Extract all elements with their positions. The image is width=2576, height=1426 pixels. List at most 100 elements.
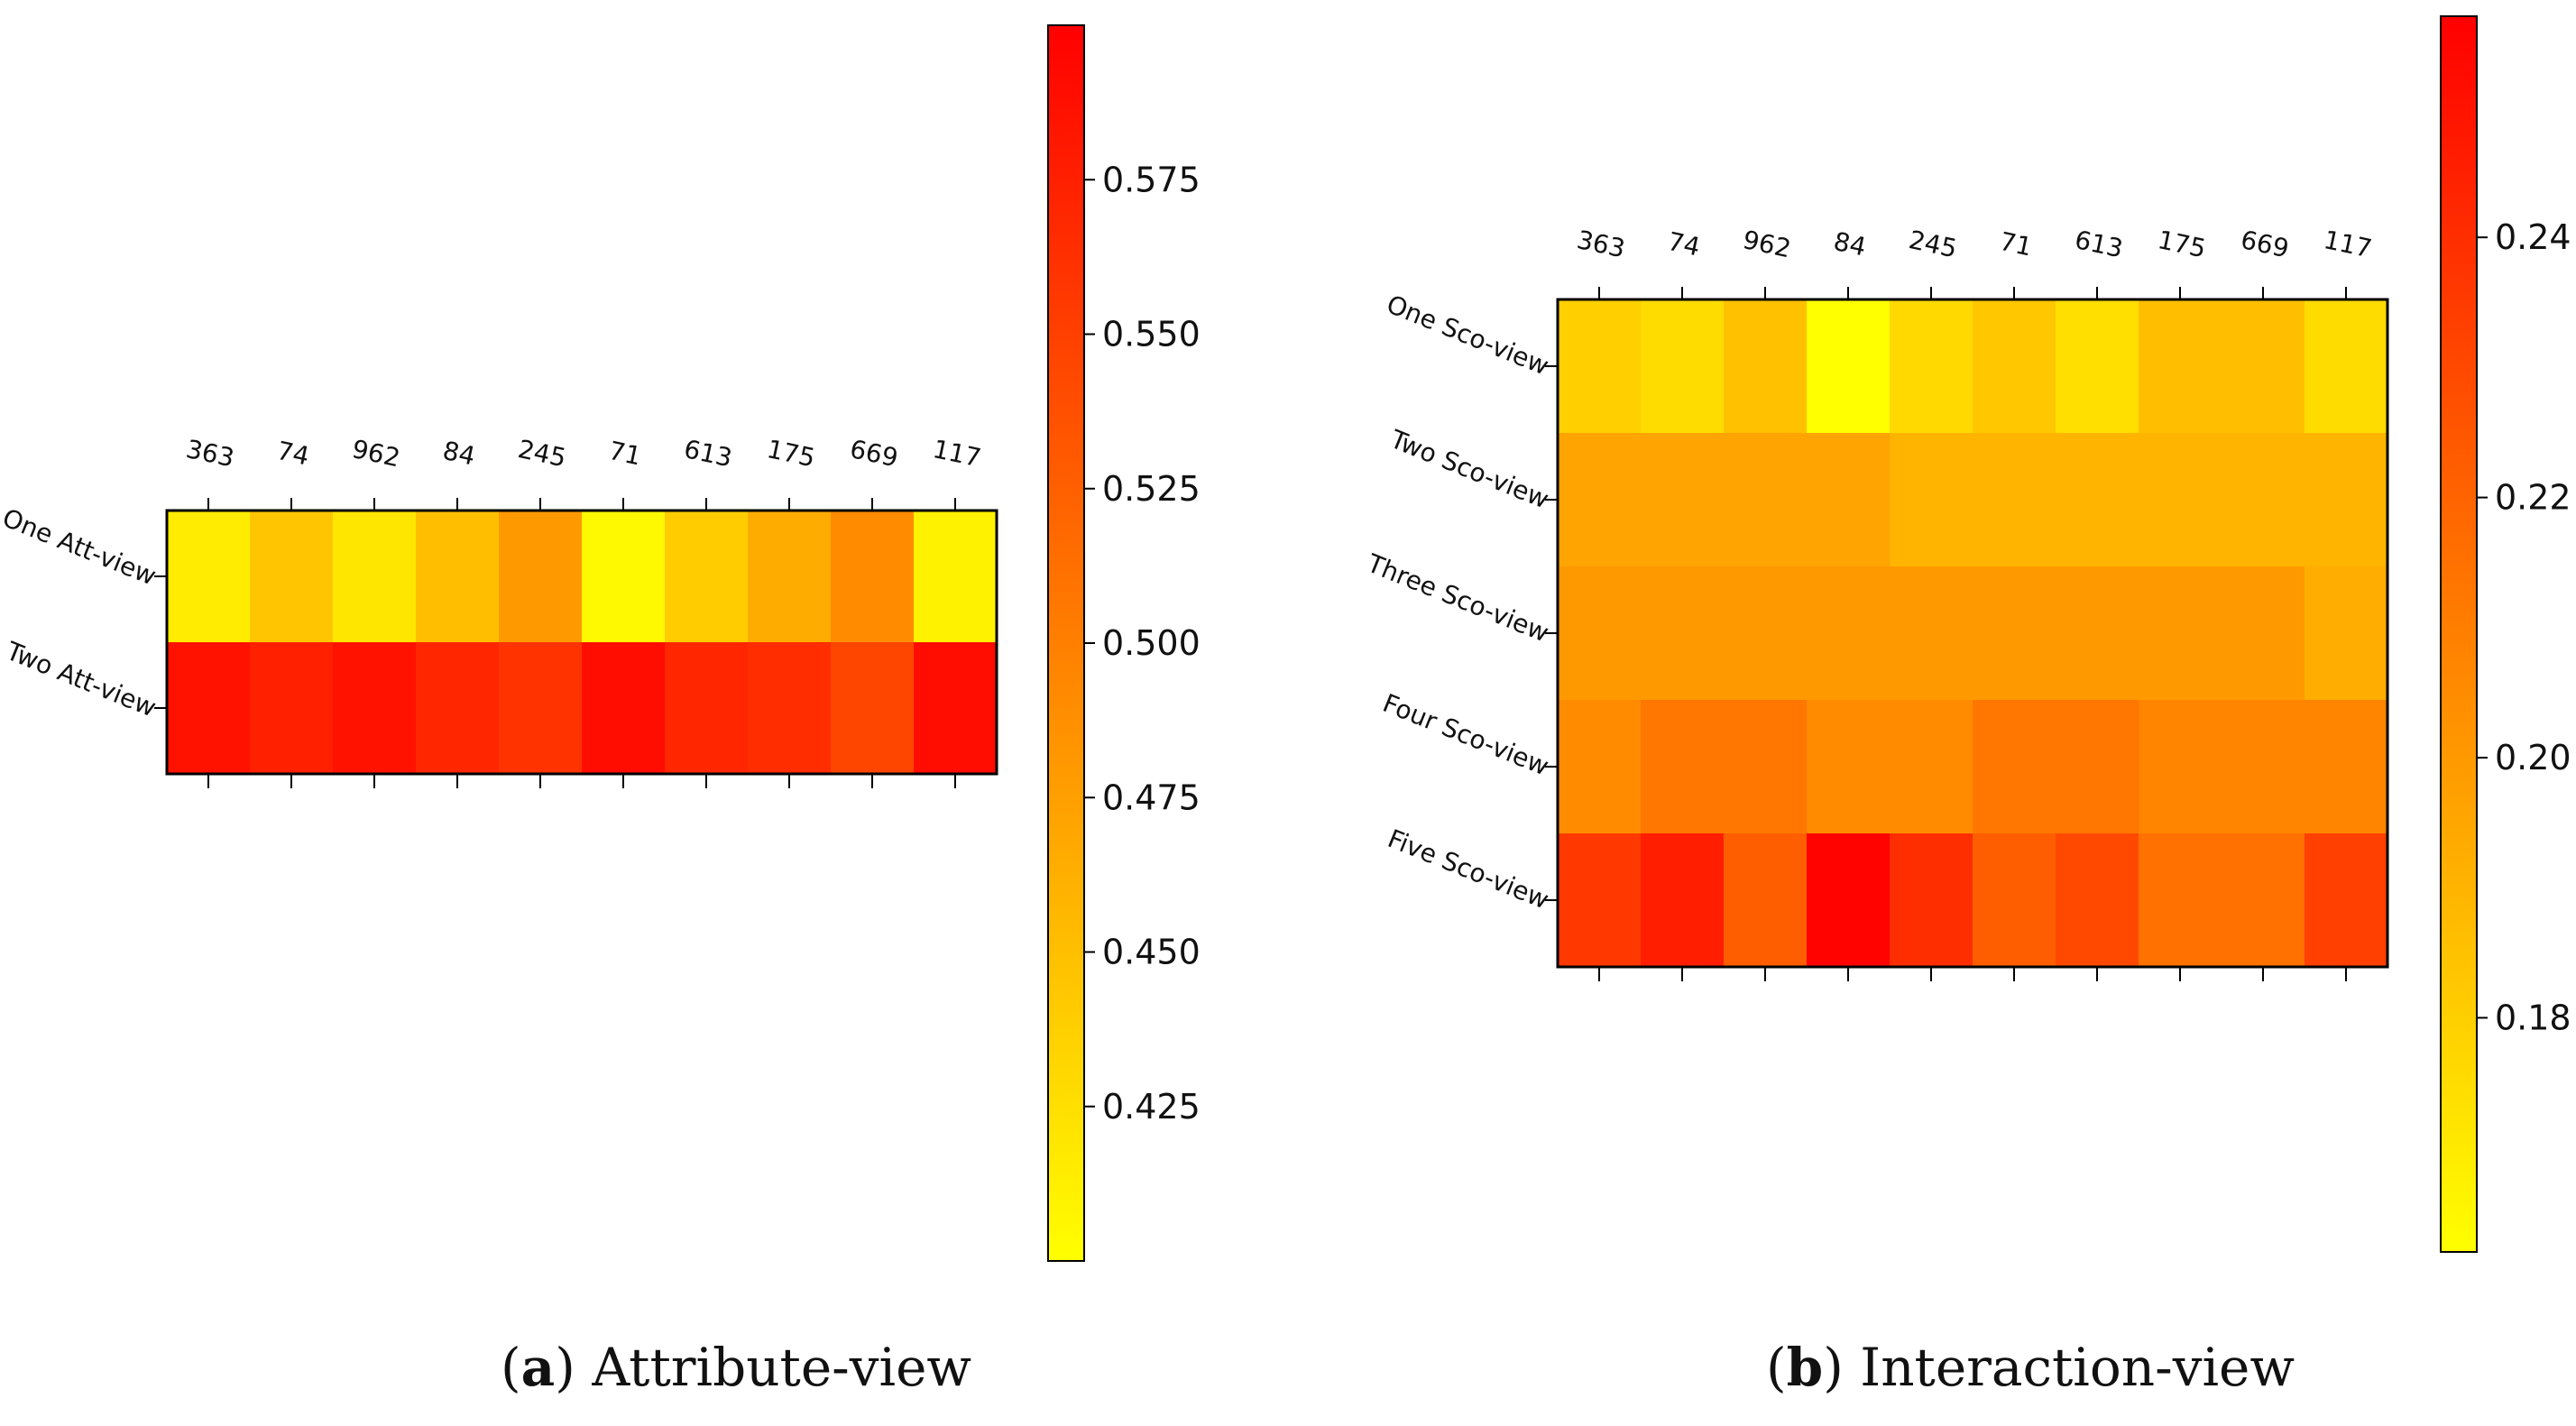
heatmap-cell (665, 642, 749, 775)
x-tick-label: 175 (2155, 225, 2208, 263)
heatmap-cell (1724, 833, 1808, 968)
heatmap-cell (1558, 566, 1642, 701)
x-tick-label: 74 (1665, 226, 1703, 262)
colorbar-tick-label: 0.475 (1102, 777, 1201, 817)
colorbar-tick-label: 0.20 (2495, 738, 2571, 777)
heatmap-cell (1641, 833, 1725, 968)
heatmap-cell (2305, 833, 2388, 968)
heatmap-cell (2222, 700, 2305, 834)
heatmap-cell (1807, 299, 1891, 434)
heatmap-cell (2222, 833, 2305, 968)
x-tick-label: 245 (515, 434, 568, 473)
heatmap-cell (1641, 700, 1725, 834)
heatmap-cell (1724, 700, 1808, 834)
x-tick-label: 613 (2072, 225, 2125, 263)
heatmap-cell (582, 511, 666, 643)
x-tick-label: 669 (2238, 225, 2291, 263)
heatmap-cell (416, 642, 500, 775)
heatmap-cell (1890, 433, 1973, 567)
heatmap-cell (2305, 433, 2388, 567)
x-tick-label: 71 (606, 436, 644, 472)
heatmap-cell (1641, 566, 1725, 701)
heatmap-cell (665, 511, 749, 643)
colorbar (2440, 15, 2478, 1253)
y-tick-label: Two Att-view (1, 636, 160, 723)
y-tick-label: One Sco-view (1383, 290, 1553, 382)
heatmap-cell (1558, 433, 1642, 567)
heatmap-cell (2056, 299, 2139, 434)
y-tick-label: Two Sco-view (1385, 424, 1553, 515)
x-tick-label: 613 (681, 434, 734, 473)
y-tick-label: Four Sco-view (1379, 688, 1553, 782)
heatmap-cell (2139, 700, 2222, 834)
heatmap-cell (2056, 700, 2139, 834)
heatmap-cell (1807, 833, 1891, 968)
heatmap-cell (748, 642, 832, 775)
x-tick-label: 962 (1740, 225, 1793, 263)
x-tick-label: 245 (1906, 225, 1959, 263)
heatmap-frame (165, 509, 998, 776)
x-tick-label: 669 (847, 434, 900, 473)
heatmap-cell (416, 511, 500, 643)
heatmap-cell (831, 511, 915, 643)
heatmap-cell (1973, 566, 2056, 701)
heatmap-cell (1558, 299, 1642, 434)
x-tick-label: 84 (440, 436, 478, 472)
heatmap-cell (2305, 700, 2388, 834)
caption-interaction-view: (b) Interaction-view (1766, 1337, 2295, 1398)
colorbar-tick-label: 0.24 (2495, 217, 2571, 257)
heatmap-cell (914, 511, 998, 643)
colorbar-tick-label: 0.425 (1102, 1087, 1201, 1127)
heatmap-cell (1973, 700, 2056, 834)
heatmap-cell (250, 511, 334, 643)
heatmap-cell (167, 511, 251, 643)
heatmap-cell (2139, 299, 2222, 434)
heatmap-cell (333, 642, 417, 775)
heatmap-cell (1890, 833, 1973, 968)
heatmap-cell (1890, 566, 1973, 701)
heatmap-cell (1890, 299, 1973, 434)
x-tick-label: 117 (930, 434, 983, 473)
x-tick-label: 84 (1831, 226, 1869, 262)
heatmap-cell (499, 511, 583, 643)
colorbar-tick-label: 0.18 (2495, 998, 2571, 1037)
heatmap-cell (1807, 433, 1891, 567)
heatmap-cell (333, 511, 417, 643)
colorbar-tick-label: 0.450 (1102, 933, 1201, 972)
heatmap-cell (2139, 833, 2222, 968)
heatmap-cell (1641, 433, 1725, 567)
heatmap-cell (1973, 833, 2056, 968)
heatmap-cell (1724, 433, 1808, 567)
heatmap-cell (748, 511, 832, 643)
heatmap-cell (1973, 299, 2056, 434)
x-tick-label: 363 (183, 434, 236, 473)
heatmap-cell (914, 642, 998, 775)
heatmap-cell (2056, 833, 2139, 968)
x-tick-label: 74 (274, 436, 312, 472)
heatmap-cell (2222, 566, 2305, 701)
heatmap-cell (1558, 700, 1642, 834)
x-tick-label: 175 (764, 434, 817, 473)
heatmap-cell (2305, 299, 2388, 434)
y-tick-label: Three Sco-view (1362, 547, 1552, 648)
y-tick-label: Five Sco-view (1384, 823, 1553, 915)
heatmap-cell (499, 642, 583, 775)
heatmap-cell (582, 642, 666, 775)
x-tick-label: 962 (349, 434, 402, 473)
heatmap-cell (1558, 833, 1642, 968)
colorbar (1047, 24, 1085, 1262)
x-tick-label: 71 (1997, 226, 2035, 262)
colorbar-tick-label: 0.500 (1102, 623, 1201, 663)
x-tick-label: 117 (2321, 225, 2374, 263)
heatmap-cell (1724, 299, 1808, 434)
heatmap-cell (1724, 566, 1808, 701)
heatmap-cell (1890, 700, 1973, 834)
x-tick-label: 363 (1574, 225, 1627, 263)
heatmap-cell (831, 642, 915, 775)
heatmap-cell (250, 642, 334, 775)
colorbar-tick-label: 0.525 (1102, 469, 1201, 509)
colorbar-tick-label: 0.22 (2495, 478, 2571, 518)
heatmap-cell (2139, 566, 2222, 701)
heatmap-cell (167, 642, 251, 775)
